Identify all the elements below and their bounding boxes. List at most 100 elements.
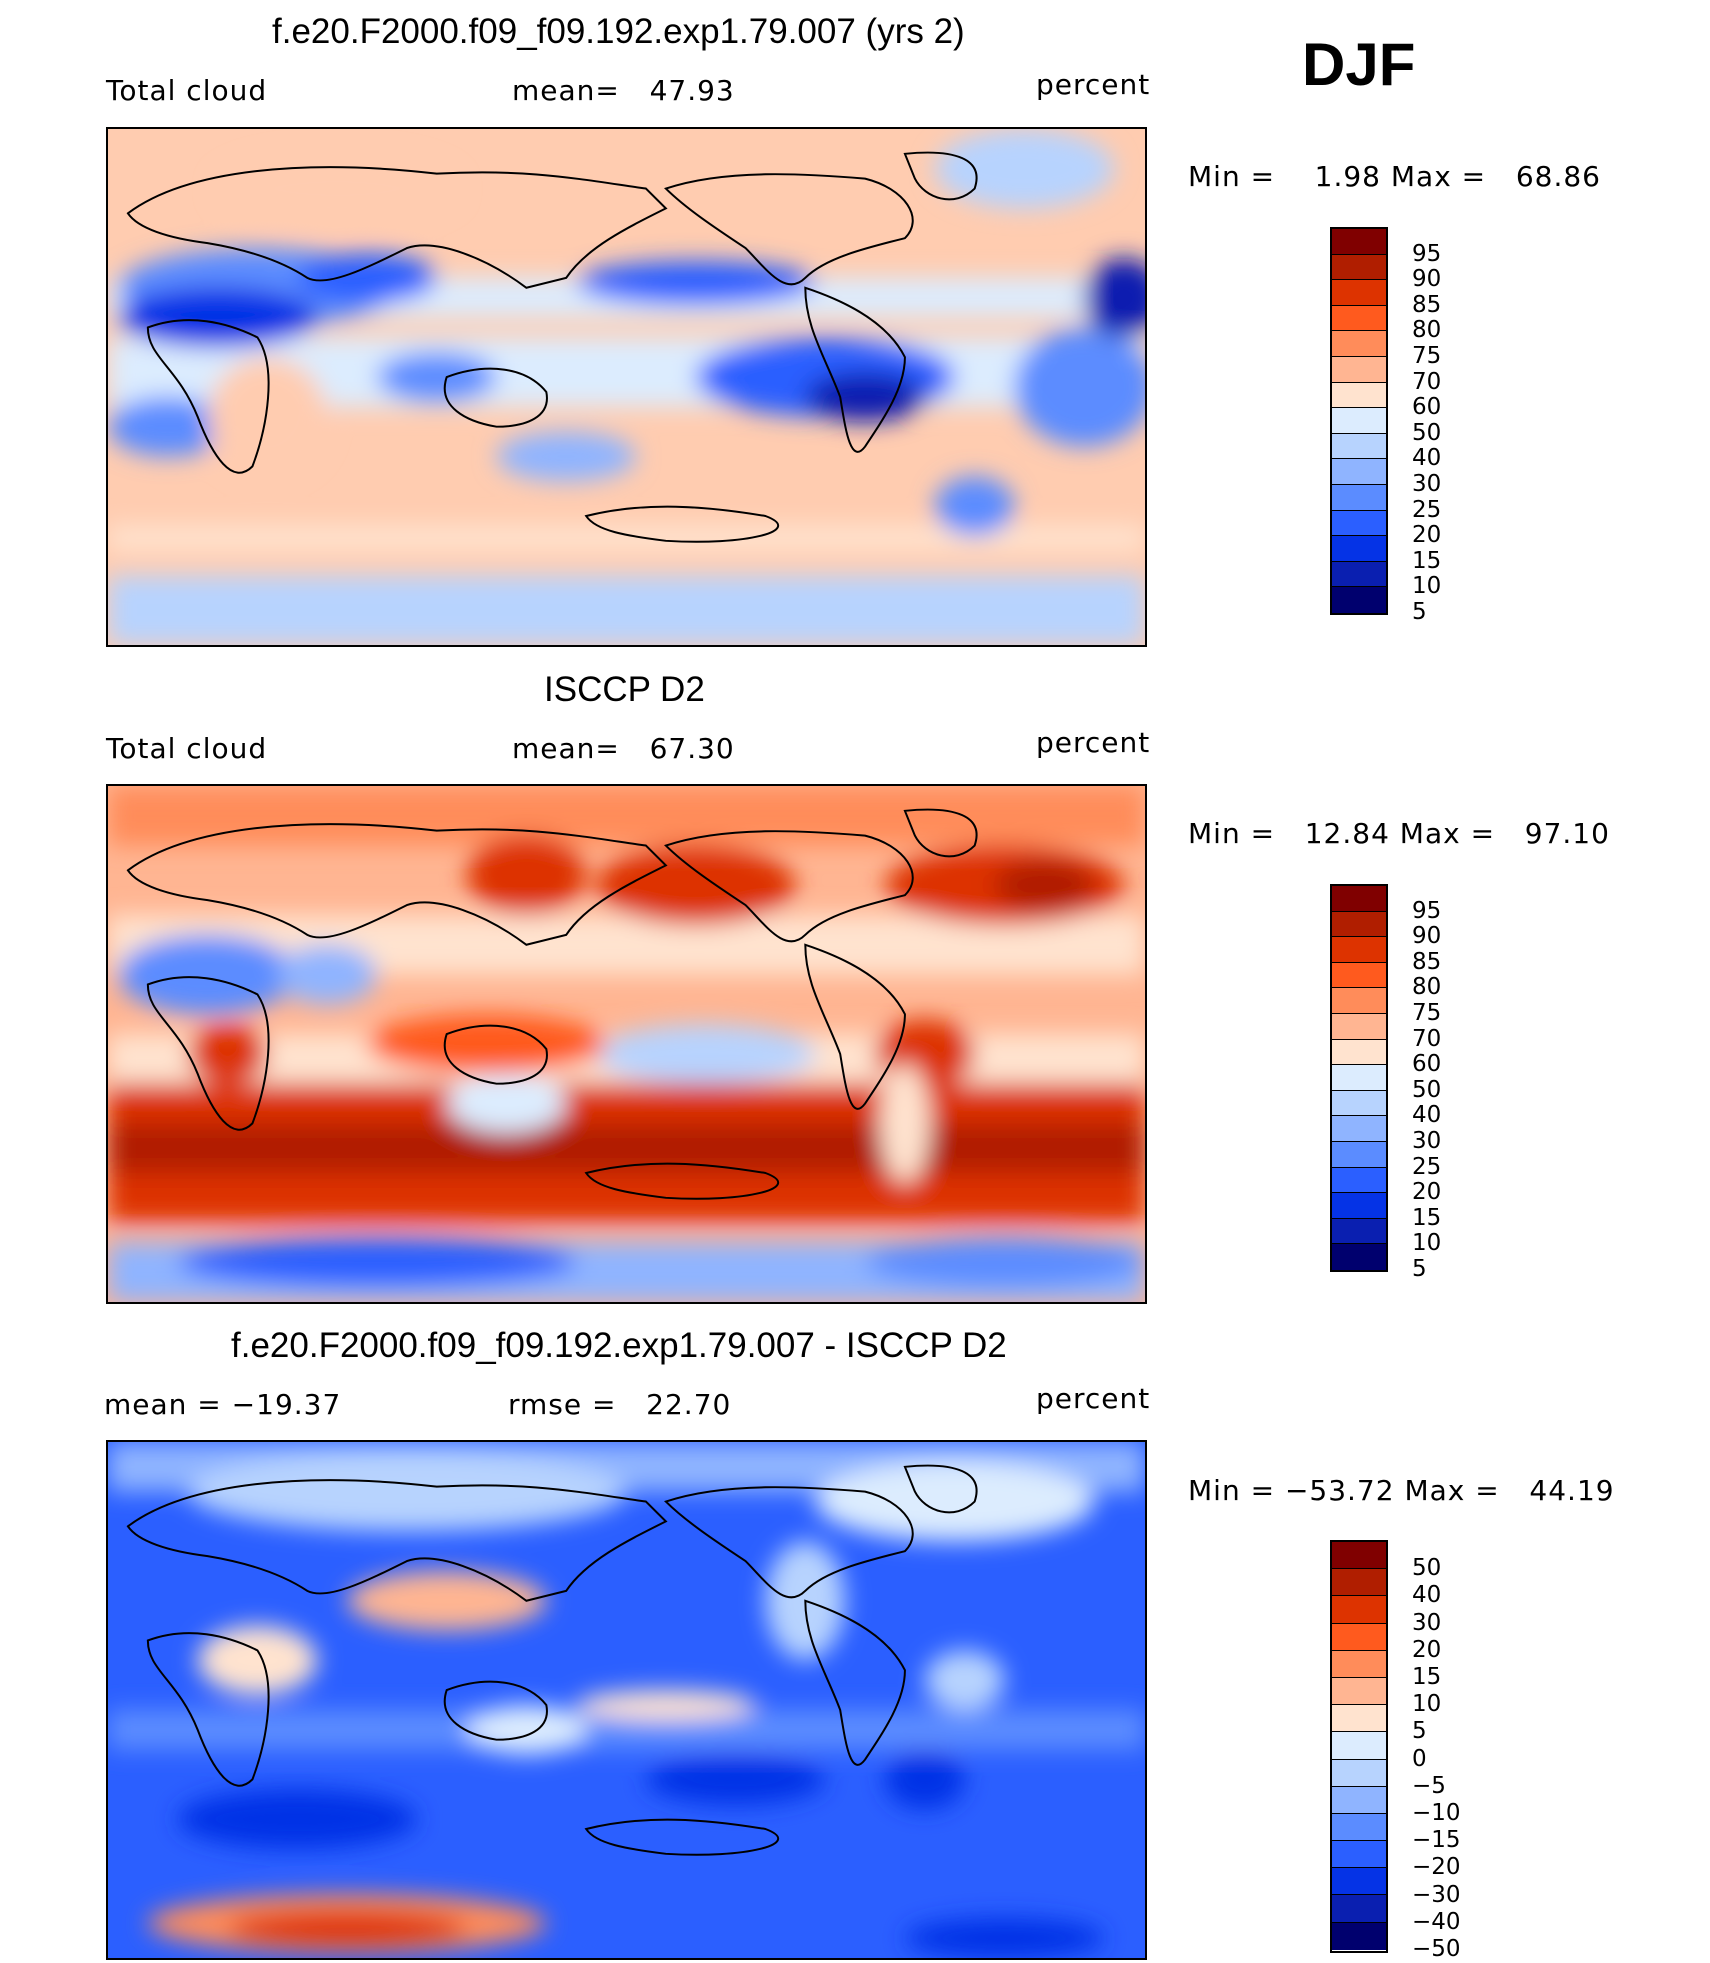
colorbar-tick-label: 15 — [1412, 1204, 1442, 1231]
panel-2-variable-label: Total cloud — [106, 732, 268, 765]
colorbar-swatch — [1332, 911, 1386, 938]
colorbar-swatch — [1332, 305, 1386, 332]
panel-1-map-field — [108, 129, 1145, 645]
colorbar-tick-label: 10 — [1412, 1230, 1442, 1257]
colorbar-tick-label: −30 — [1412, 1881, 1461, 1908]
colorbar-tick-label: 95 — [1412, 897, 1442, 924]
season-label: DJF — [1302, 31, 1416, 98]
colorbar-swatch — [1332, 1244, 1386, 1270]
colorbar-tick-label: 85 — [1412, 948, 1442, 975]
panel-2-units-label: percent — [1036, 726, 1151, 759]
colorbar-tick-label: 20 — [1412, 1179, 1442, 1206]
colorbar-swatch — [1332, 1065, 1386, 1091]
colorbar-tick-label: 15 — [1412, 1664, 1442, 1690]
panel-2-minmax: Min = 12.84 Max = 97.10 — [1188, 817, 1610, 850]
panel-2-title: ISCCP D2 — [544, 670, 705, 709]
colorbar-swatch — [1332, 1868, 1386, 1896]
panel-1-mean-label: mean= 47.93 — [512, 74, 735, 107]
colorbar-swatch — [1332, 331, 1386, 357]
colorbar-tick-label: 50 — [1412, 419, 1442, 446]
colorbar-tick-label: 50 — [1412, 1076, 1442, 1103]
colorbar-swatch — [1332, 356, 1386, 383]
colorbar-tick-label: 90 — [1412, 923, 1442, 950]
colorbar-swatch — [1332, 937, 1386, 963]
colorbar-swatch — [1332, 408, 1386, 434]
panel-1-title: f.e20.F2000.f09_f09.192.exp1.79.007 (yrs… — [272, 12, 965, 51]
colorbar-swatch — [1332, 1167, 1386, 1194]
colorbar-swatch — [1332, 1193, 1386, 1219]
colorbar-tick-label: 30 — [1412, 471, 1442, 497]
colorbar-tick-label: 40 — [1412, 1582, 1442, 1609]
colorbar-swatch — [1332, 1759, 1386, 1787]
colorbar-swatch — [1332, 229, 1386, 255]
colorbar-tick-label: 20 — [1412, 522, 1442, 549]
colorbar-swatch — [1332, 1786, 1386, 1814]
colorbar-tick-label: 10 — [1412, 573, 1442, 600]
colorbar-swatch — [1332, 886, 1386, 912]
colorbar-swatch — [1332, 536, 1386, 562]
panel-3-units-label: percent — [1036, 1382, 1151, 1415]
colorbar-tick-label: 25 — [1412, 1153, 1442, 1180]
colorbar-swatch — [1332, 484, 1386, 511]
colorbar-tick-label: 30 — [1412, 1609, 1442, 1636]
colorbar-swatch — [1332, 382, 1386, 409]
colorbar-tick-label: 20 — [1412, 1636, 1442, 1663]
panel-3-mean-label: mean = −19.37 — [104, 1388, 342, 1421]
colorbar-tick-label: 40 — [1412, 445, 1442, 472]
panel-2-map — [106, 784, 1147, 1304]
colorbar-swatch — [1332, 1013, 1386, 1040]
panel-1-colorbar — [1330, 227, 1388, 615]
colorbar-tick-label: 30 — [1412, 1128, 1442, 1154]
colorbar-tick-label: 25 — [1412, 496, 1442, 523]
colorbar-tick-label: −15 — [1412, 1827, 1461, 1854]
colorbar-tick-label: 10 — [1412, 1691, 1442, 1718]
panel-2-mean-label: mean= 67.30 — [512, 732, 735, 765]
colorbar-swatch — [1332, 1569, 1386, 1597]
colorbar-tick-label: 60 — [1412, 394, 1442, 421]
panel-3-rmse-label: rmse = 22.70 — [508, 1388, 732, 1421]
panel-3-colorbar — [1330, 1540, 1388, 1953]
colorbar-tick-label: 75 — [1412, 343, 1442, 369]
colorbar-tick-label: 70 — [1412, 368, 1442, 395]
colorbar-swatch — [1332, 1542, 1386, 1570]
colorbar-tick-label: 15 — [1412, 547, 1442, 574]
panel-3-minmax: Min = −53.72 Max = 44.19 — [1188, 1474, 1615, 1507]
colorbar-swatch — [1332, 1705, 1386, 1733]
panel-1-units-label: percent — [1036, 68, 1151, 101]
colorbar-tick-label: 50 — [1412, 1555, 1442, 1582]
colorbar-swatch — [1332, 280, 1386, 306]
colorbar-swatch — [1332, 433, 1386, 460]
colorbar-tick-label: 80 — [1412, 974, 1442, 1001]
colorbar-swatch — [1332, 587, 1386, 613]
panel-1-minmax: Min = 1.98 Max = 68.86 — [1188, 160, 1601, 193]
colorbar-tick-label: 80 — [1412, 317, 1442, 344]
colorbar-swatch — [1332, 254, 1386, 281]
colorbar-tick-label: 85 — [1412, 291, 1442, 318]
colorbar-tick-label: −40 — [1412, 1908, 1461, 1935]
colorbar-swatch — [1332, 1650, 1386, 1678]
colorbar-swatch — [1332, 1596, 1386, 1624]
colorbar-tick-label: −20 — [1412, 1854, 1461, 1881]
colorbar-swatch — [1332, 1039, 1386, 1066]
panel-3-map — [106, 1440, 1147, 1960]
colorbar-tick-label: 60 — [1412, 1051, 1442, 1078]
colorbar-swatch — [1332, 1141, 1386, 1168]
colorbar-swatch — [1332, 1841, 1386, 1869]
colorbar-tick-label: 75 — [1412, 1000, 1442, 1026]
colorbar-tick-label: 90 — [1412, 266, 1442, 293]
colorbar-tick-label: 5 — [1412, 1256, 1427, 1282]
colorbar-swatch — [1332, 1922, 1386, 1950]
colorbar-swatch — [1332, 988, 1386, 1014]
panel-3-map-field — [108, 1442, 1145, 1958]
panel-1-map — [106, 127, 1147, 647]
colorbar-swatch — [1332, 1813, 1386, 1842]
colorbar-swatch — [1332, 1623, 1386, 1651]
colorbar-swatch — [1332, 561, 1386, 588]
colorbar-swatch — [1332, 1218, 1386, 1245]
colorbar-tick-label: 70 — [1412, 1025, 1442, 1052]
colorbar-tick-label: 0 — [1412, 1745, 1427, 1772]
panel-3-title: f.e20.F2000.f09_f09.192.exp1.79.007 - IS… — [231, 1326, 1007, 1365]
colorbar-swatch — [1332, 459, 1386, 485]
colorbar-swatch — [1332, 1895, 1386, 1923]
colorbar-tick-label: −50 — [1412, 1936, 1461, 1962]
